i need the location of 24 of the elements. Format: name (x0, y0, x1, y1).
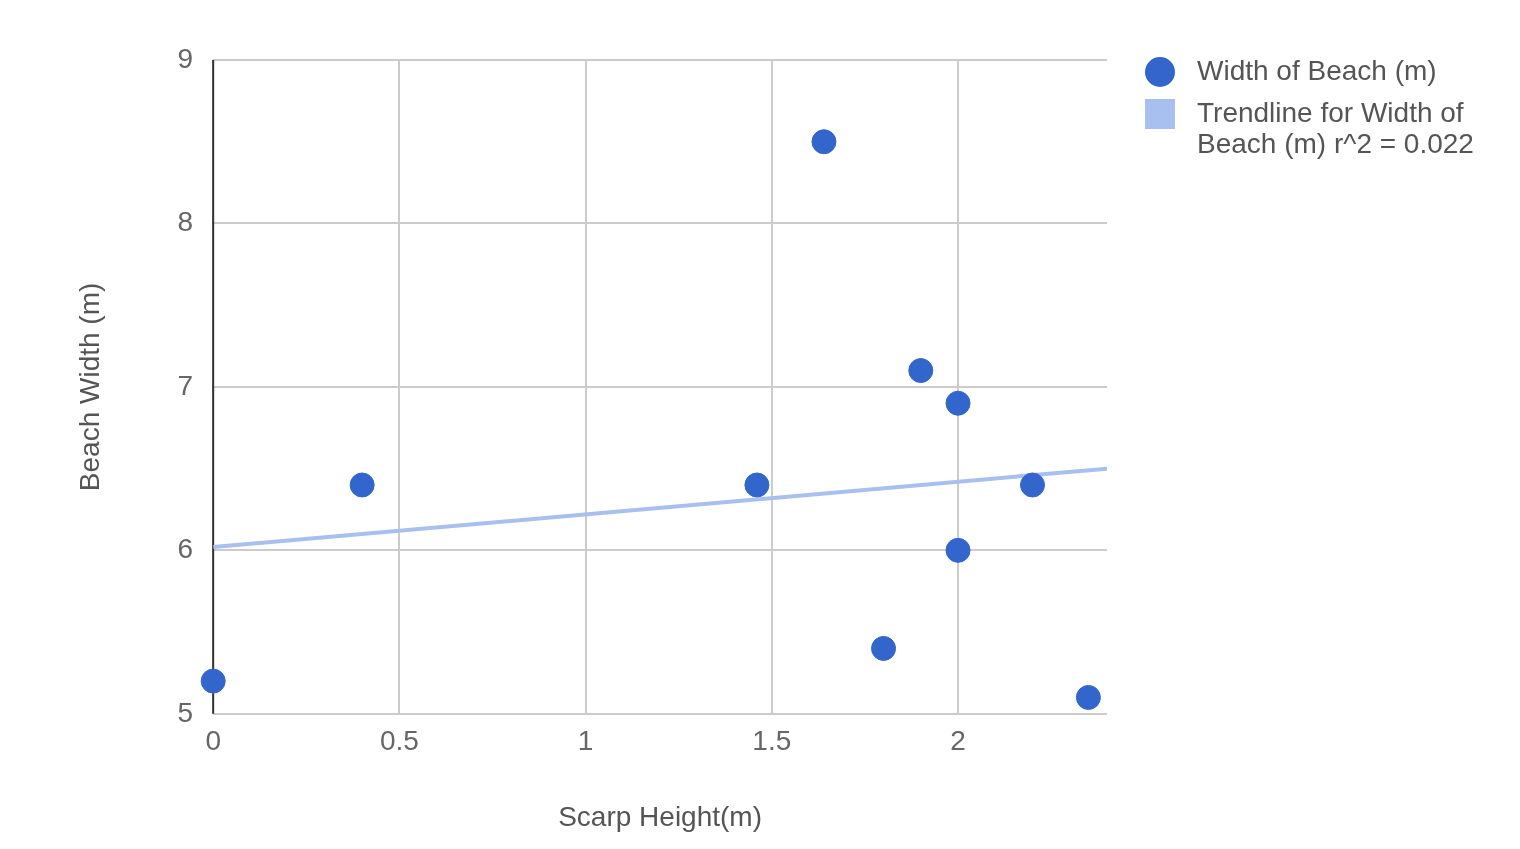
legend-label: Width of Beach (m) (1197, 55, 1437, 86)
y-tick-label: 9 (177, 42, 194, 74)
point (1075, 684, 1101, 710)
point (908, 358, 934, 384)
x-tick-label: 1.5 (752, 725, 792, 757)
point (744, 472, 770, 498)
y-tick-label: 7 (177, 369, 194, 401)
x-tick-label: 0.5 (379, 725, 419, 757)
point (349, 472, 375, 498)
y-axis-title: Beach Width (m) (73, 282, 105, 492)
point (945, 390, 971, 416)
x-tick-label: 1 (577, 725, 594, 757)
y-tick-label: 6 (177, 533, 194, 565)
y-tick-label: 8 (177, 206, 194, 238)
point (945, 537, 971, 563)
x-axis-title: Scarp Height(m) (558, 800, 763, 832)
point (811, 129, 837, 155)
x-tick-label: 0 (205, 725, 221, 757)
x-tick-label: 2 (950, 725, 966, 757)
legend-label: Trendline for Width of Beach (m) r^2 = 0.022 (1197, 97, 1475, 159)
point (1020, 472, 1046, 498)
point (200, 668, 226, 694)
y-tick-label: 5 (177, 696, 194, 728)
point (871, 635, 897, 661)
